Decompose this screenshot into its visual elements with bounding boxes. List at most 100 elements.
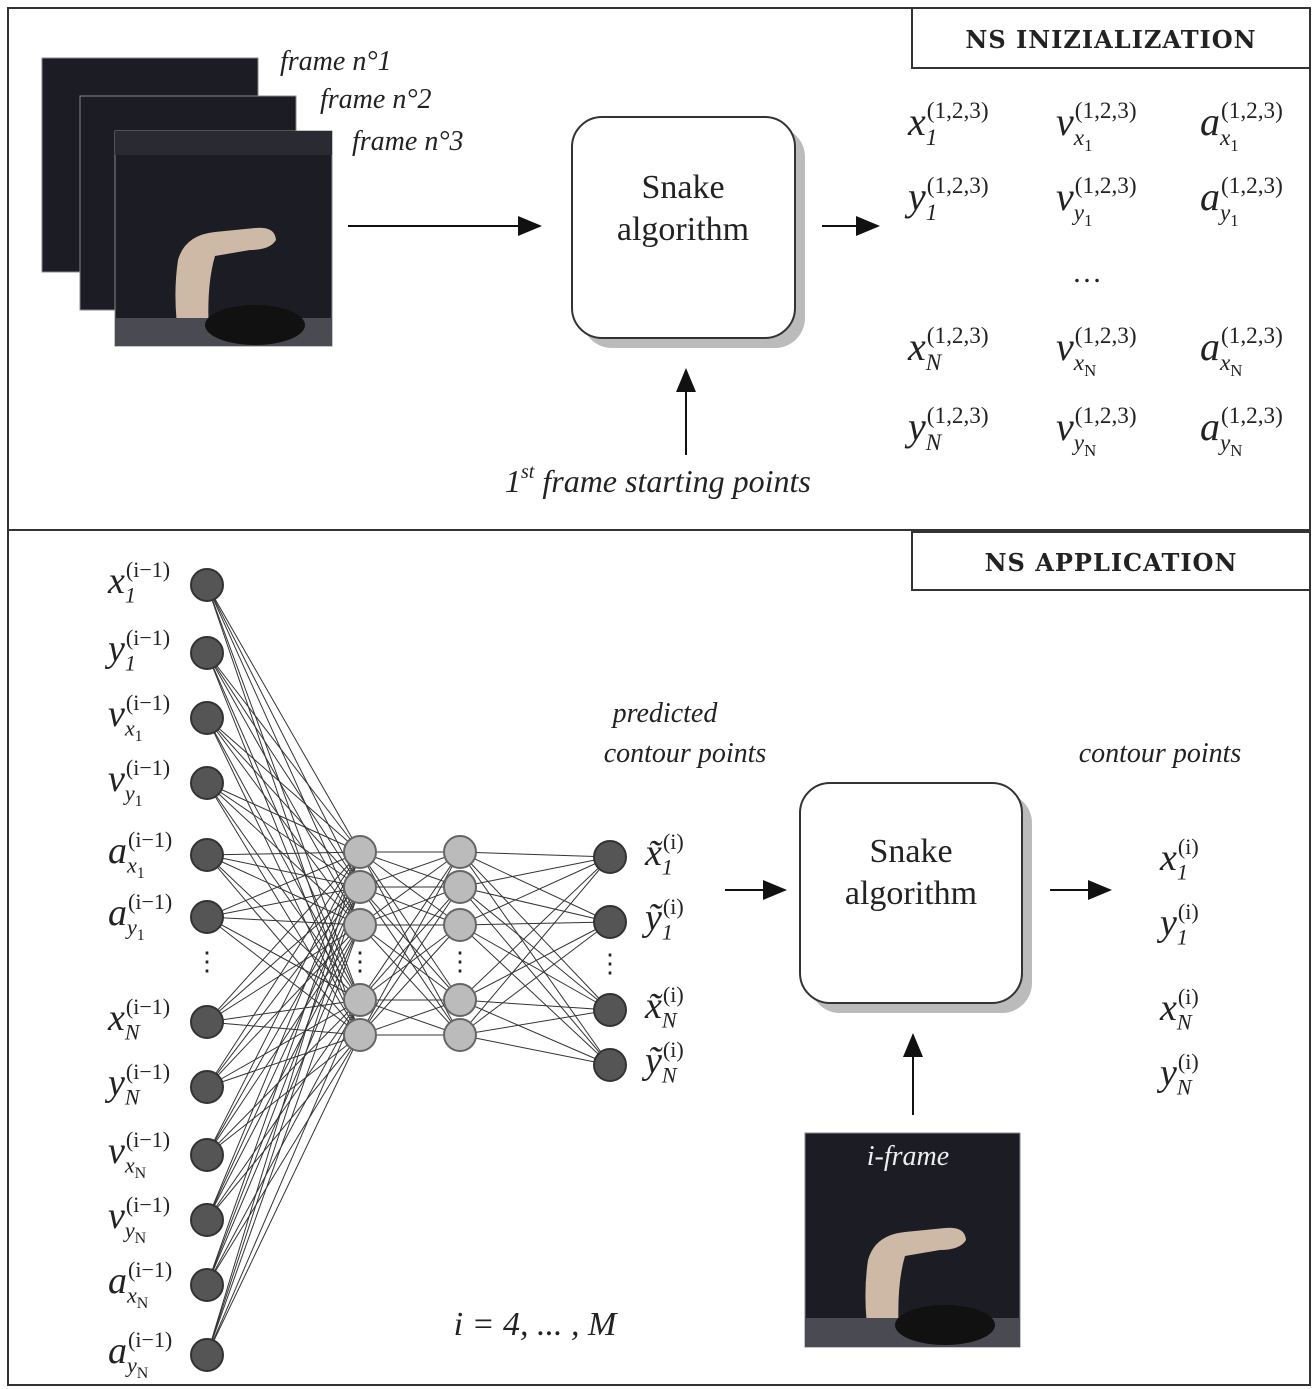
math-sub: x <box>126 853 137 878</box>
connection <box>206 886 361 1286</box>
connection <box>206 886 361 1156</box>
math-sub: y <box>123 781 135 806</box>
connection <box>206 999 361 1088</box>
math-subsub: 1 <box>137 865 145 882</box>
frame-stack <box>41 57 333 347</box>
connection <box>206 851 361 856</box>
connection <box>206 854 361 888</box>
label: ⋮ <box>347 947 373 976</box>
math-subsub: N <box>137 1295 149 1312</box>
math-base: v <box>108 1130 125 1172</box>
math-base: x̃ <box>644 832 664 874</box>
math-base: x <box>1159 987 1177 1029</box>
math-sup: (i) <box>663 982 684 1007</box>
connection <box>206 999 361 1221</box>
math-sub: y <box>123 1218 135 1243</box>
math-sub: 1 <box>926 125 938 151</box>
output-node <box>593 1048 627 1082</box>
process-box <box>571 116 796 339</box>
math-sup: (i−1) <box>126 755 170 780</box>
math-sup: (1,2,3) <box>927 403 989 429</box>
hidden-node <box>343 908 377 942</box>
math-base: y <box>104 628 125 670</box>
connection <box>459 851 611 858</box>
connection <box>206 854 361 926</box>
connection <box>459 851 611 1011</box>
math-sub: 1 <box>662 920 673 945</box>
connection <box>359 999 461 1036</box>
math-sub: N <box>1176 1075 1193 1100</box>
connection <box>206 652 361 853</box>
connection <box>206 851 361 1023</box>
connection <box>206 1034 361 1156</box>
process-box <box>799 782 1023 1004</box>
math-sub: N <box>661 1008 678 1033</box>
connection <box>206 924 361 1356</box>
math-sup: (i) <box>663 829 684 854</box>
math-sub: x <box>1219 125 1231 151</box>
math-sup: (1,2,3) <box>1221 173 1283 199</box>
panel-title: NS INIZIALIZATION <box>965 25 1256 54</box>
math-base: ỹ <box>641 1040 663 1082</box>
math-sup: (i−1) <box>128 889 172 914</box>
connection <box>459 921 611 926</box>
math-sup: (i) <box>663 1037 684 1062</box>
connection <box>359 851 461 888</box>
input-node <box>190 1138 224 1172</box>
math-subsub: N <box>1230 441 1242 460</box>
math-sub: x <box>124 1153 135 1178</box>
hidden-node <box>443 1018 477 1052</box>
connection <box>206 652 361 888</box>
math-sup: (1,2,3) <box>1075 403 1137 429</box>
hidden-node <box>443 983 477 1017</box>
math-sup: (i−1) <box>126 1127 170 1152</box>
label: i = 4, ... , M <box>454 1306 618 1343</box>
math-sub: y <box>125 915 137 940</box>
math-sup: (i) <box>1178 984 1199 1009</box>
math-sub: y <box>1218 200 1231 226</box>
label: contour points <box>604 738 767 769</box>
connection <box>459 924 611 1066</box>
connection <box>206 717 361 1036</box>
label: algorithm <box>617 211 749 248</box>
connection <box>459 851 611 1066</box>
outer-border <box>7 7 1311 1386</box>
input-node <box>190 1203 224 1237</box>
title-box <box>911 7 1311 69</box>
connection <box>206 924 361 1023</box>
hidden-node <box>343 870 377 904</box>
connection <box>206 999 361 1286</box>
label: … <box>1072 256 1102 289</box>
connection <box>206 854 361 1036</box>
connection <box>459 1034 611 1066</box>
math-sub: x <box>1219 350 1231 376</box>
math-sup: (i−1) <box>128 1327 172 1352</box>
math-subsub: N <box>135 1230 147 1247</box>
connection <box>359 851 461 926</box>
hidden-node <box>343 983 377 1017</box>
connection <box>459 921 611 1036</box>
connection <box>459 856 611 926</box>
connection <box>206 999 361 1023</box>
connection <box>206 584 361 853</box>
connection <box>459 886 611 923</box>
connection <box>359 924 461 1036</box>
connection <box>459 886 611 1011</box>
math-sub: x <box>124 716 135 741</box>
math-subsub: 1 <box>1230 211 1238 230</box>
input-node <box>190 900 224 934</box>
label: i-frame <box>867 1141 949 1172</box>
label: frame n°2 <box>320 84 432 115</box>
connection <box>206 782 361 1036</box>
start-label: 1st frame starting points <box>505 461 811 499</box>
connection <box>206 851 361 1156</box>
math-sup: (1,2,3) <box>1221 323 1283 349</box>
math-base: a <box>108 1330 127 1372</box>
connection <box>206 999 361 1156</box>
input-node <box>190 766 224 800</box>
output-node <box>593 840 627 874</box>
math-base: x <box>907 99 926 144</box>
math-base: a <box>1200 174 1220 219</box>
hidden-node <box>343 835 377 869</box>
math-sub: 1 <box>662 855 673 880</box>
